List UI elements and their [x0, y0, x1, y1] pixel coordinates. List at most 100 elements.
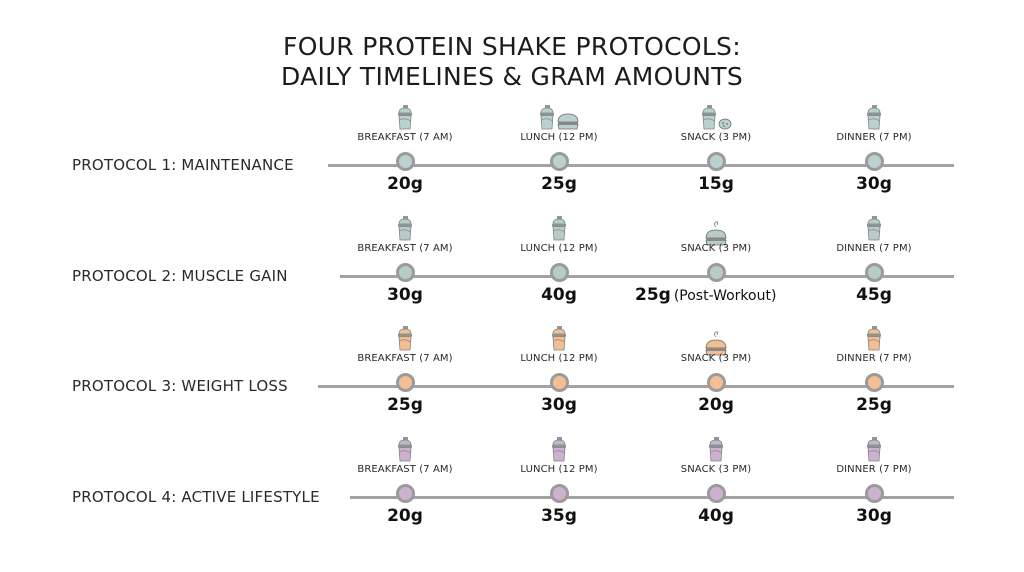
- gram-amount: 20g: [325, 506, 485, 526]
- shaker-icon: [396, 104, 414, 130]
- shaker-icon: [396, 325, 414, 351]
- gram-value: 20g: [698, 395, 734, 415]
- timeline-node: [706, 152, 726, 171]
- timeline-meal: SNACK (3 PM) 25g (Post-Workout): [635, 215, 796, 315]
- protocol-row-2: PROTOCOL 2: MUSCLE GAIN BREAKFAST (7 AM) 3…: [0, 215, 1024, 325]
- gram-amount: 30g: [794, 174, 954, 194]
- gram-value: 30g: [387, 285, 423, 305]
- title-line-1: FOUR PROTEIN SHAKE PROTOCOLS:: [283, 32, 741, 61]
- title-line-2: DAILY TIMELINES & GRAM AMOUNTS: [280, 62, 743, 91]
- gram-value: 20g: [387, 174, 423, 194]
- gram-value: 40g: [541, 285, 577, 305]
- timeline-meal: BREAKFAST (7 AM) 20g: [325, 104, 485, 204]
- protocol-label: PROTOCOL 1: MAINTENANCE: [72, 156, 294, 174]
- shaker-icon: [707, 436, 725, 462]
- gram-amount: 25g: [794, 395, 954, 415]
- gram-amount: 25g: [325, 395, 485, 415]
- timeline-meal: LUNCH (12 PM) 25g: [479, 104, 639, 204]
- gram-value: 20g: [387, 506, 423, 526]
- timeline-node: [549, 152, 569, 171]
- gram-value: 30g: [856, 174, 892, 194]
- page-title: FOUR PROTEIN SHAKE PROTOCOLS: DAILY TIME…: [0, 32, 1024, 92]
- timeline-line: [350, 496, 954, 499]
- meal-time-label: DINNER (7 PM): [836, 353, 912, 364]
- gram-amount: 15g: [636, 174, 796, 194]
- shaker-icon: [865, 325, 883, 351]
- gram-amount: 45g: [794, 285, 954, 305]
- gram-amount: 30g: [325, 285, 485, 305]
- timeline-meal: BREAKFAST (7 AM) 30g: [325, 215, 485, 315]
- timeline-meal: DINNER (7 PM) 45g: [794, 215, 954, 315]
- timeline-line: [340, 275, 954, 278]
- gram-amount: 20g: [636, 395, 796, 415]
- timeline-node: [706, 484, 726, 503]
- timeline-node: [864, 263, 884, 282]
- shaker-icon: [550, 436, 568, 462]
- timeline-node: [706, 263, 726, 282]
- protocol-row-4: PROTOCOL 4: ACTIVE LIFESTYLE BREAKFAST (7…: [0, 436, 1024, 546]
- gram-value: 30g: [856, 506, 892, 526]
- protocol-row-3: PROTOCOL 3: WEIGHT LOSS BREAKFAST (7 AM) 2…: [0, 325, 1024, 435]
- gram-value: 45g: [856, 285, 892, 305]
- meal-time-label: BREAKFAST (7 AM): [357, 464, 453, 475]
- meal-time-label: LUNCH (12 PM): [520, 464, 598, 475]
- protocol-row-1: PROTOCOL 1: MAINTENANCE BREAKFAST (7 AM) 2…: [0, 104, 1024, 214]
- timeline-meal: DINNER (7 PM) 30g: [794, 104, 954, 204]
- meal-time-label: SNACK (3 PM): [680, 464, 752, 475]
- shaker-cookie-icon: [700, 104, 732, 130]
- timeline-meal: SNACK (3 PM) 20g: [636, 325, 796, 425]
- gram-amount: 25g: [479, 174, 639, 194]
- timeline-node: [395, 373, 415, 392]
- gram-value: 25g: [635, 285, 671, 305]
- meal-time-label: BREAKFAST (7 AM): [357, 243, 453, 254]
- shaker-icon: [865, 436, 883, 462]
- shaker-icon: [550, 215, 568, 241]
- timeline-node: [395, 152, 415, 171]
- timeline-meal: DINNER (7 PM) 25g: [794, 325, 954, 425]
- burger-icon: [704, 215, 728, 246]
- timeline-node: [395, 484, 415, 503]
- timeline-meal: LUNCH (12 PM) 30g: [479, 325, 639, 425]
- shaker-icon: [865, 215, 883, 241]
- meal-time-label: LUNCH (12 PM): [520, 243, 598, 254]
- timeline-node: [864, 484, 884, 503]
- shaker-icon: [865, 104, 883, 130]
- gram-value: 40g: [698, 506, 734, 526]
- meal-time-label: LUNCH (12 PM): [520, 353, 598, 364]
- timeline-node: [395, 263, 415, 282]
- timeline-node: [706, 373, 726, 392]
- shaker-icon: [396, 215, 414, 241]
- timeline-meal: LUNCH (12 PM) 35g: [479, 436, 639, 536]
- timeline-node: [549, 263, 569, 282]
- timeline-line: [328, 164, 954, 167]
- timeline-meal: DINNER (7 PM) 30g: [794, 436, 954, 536]
- timeline-node: [864, 152, 884, 171]
- burger-icon: [704, 325, 728, 356]
- timeline-node: [549, 373, 569, 392]
- timeline-meal: SNACK (3 PM) 40g: [636, 436, 796, 536]
- timeline-meal: LUNCH (12 PM) 40g: [479, 215, 639, 315]
- meal-time-label: DINNER (7 PM): [836, 243, 912, 254]
- timeline-meal: SNACK (3 PM) 15g: [636, 104, 796, 204]
- gram-value: 25g: [387, 395, 423, 415]
- gram-value: 25g: [856, 395, 892, 415]
- gram-amount: 40g: [479, 285, 639, 305]
- meal-time-label: BREAKFAST (7 AM): [357, 353, 453, 364]
- gram-amount: 20g: [325, 174, 485, 194]
- gram-value: 25g: [541, 174, 577, 194]
- gram-value: 35g: [541, 506, 577, 526]
- shaker-burger-icon: [538, 104, 580, 130]
- protocol-label: PROTOCOL 2: MUSCLE GAIN: [72, 267, 288, 285]
- gram-value: 15g: [698, 174, 734, 194]
- protocol-label: PROTOCOL 4: ACTIVE LIFESTYLE: [72, 488, 320, 506]
- meal-time-label: DINNER (7 PM): [836, 132, 912, 143]
- meal-time-label: SNACK (3 PM): [680, 132, 752, 143]
- meal-time-label: LUNCH (12 PM): [520, 132, 598, 143]
- gram-amount: 30g: [479, 395, 639, 415]
- timeline-line: [318, 385, 954, 388]
- protocol-label: PROTOCOL 3: WEIGHT LOSS: [72, 377, 288, 395]
- meal-time-label: DINNER (7 PM): [836, 464, 912, 475]
- shaker-icon: [396, 436, 414, 462]
- timeline-node: [864, 373, 884, 392]
- meal-time-label: SNACK (3 PM): [680, 243, 752, 254]
